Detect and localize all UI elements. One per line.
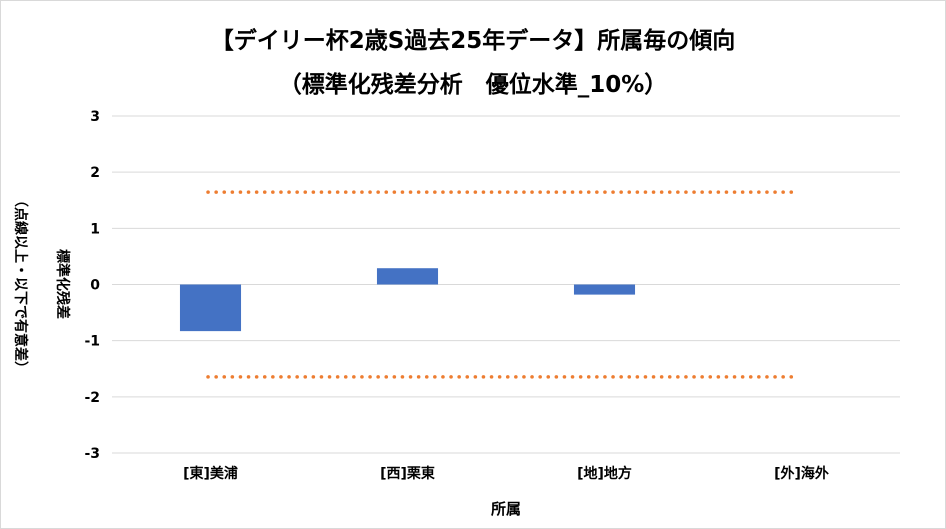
x-category-label: [東]美浦	[183, 465, 238, 482]
bar	[376, 268, 439, 285]
y-tick-label: 0	[90, 278, 100, 294]
chart-title-line-1: 【デイリー杯2歳S過去25年データ】所属毎の傾向	[211, 27, 736, 54]
bars	[179, 268, 636, 332]
y-tick-label: -2	[84, 390, 100, 406]
bar	[573, 284, 636, 295]
x-category-label: [地]地方	[577, 465, 632, 482]
y-axis-subtitle-group: （点線以上・以下で有意差）	[12, 193, 29, 375]
gridlines	[112, 115, 900, 454]
bar	[179, 284, 242, 332]
y-axis-title-line-1: 標準化残差	[54, 249, 71, 319]
y-tick-label: 2	[90, 165, 100, 181]
chart-title-line-2: （標準化残差分析 優位水準_10%）	[279, 71, 668, 98]
y-tick-labels: 3 2 1 0 -1 -2 -3	[84, 109, 100, 462]
x-axis-title: 所属	[491, 500, 521, 518]
y-tick-label: -3	[84, 446, 100, 462]
y-axis-title-group: 標準化残差	[54, 249, 71, 319]
y-tick-label: 1	[90, 221, 100, 237]
y-axis-title-line-2: （点線以上・以下で有意差）	[12, 193, 29, 375]
x-category-label: [外]海外	[774, 465, 829, 482]
x-category-labels: [東]美浦 [西]栗東 [地]地方 [外]海外	[183, 465, 829, 482]
reference-lines	[206, 190, 798, 379]
y-tick-label: 3	[90, 109, 100, 125]
y-tick-label: -1	[84, 334, 100, 350]
x-category-label: [西]栗東	[380, 465, 435, 482]
